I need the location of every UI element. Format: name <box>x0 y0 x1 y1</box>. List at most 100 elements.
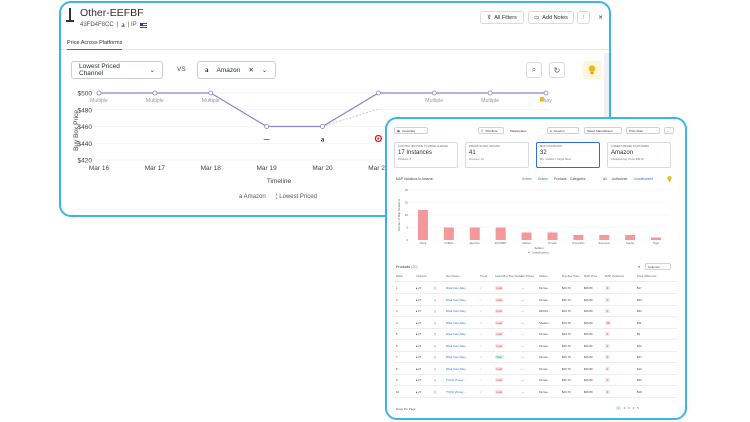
table-row[interactable]: 5 ▸ 27 ▯ Rival Cam Alley... ⟋ Lost ⋯ Kimwe... $2… <box>394 329 677 340</box>
toggle-unauthorized[interactable]: Unauthorized <box>634 177 653 181</box>
brand-select[interactable]: Select Manufacture <box>584 127 622 134</box>
seller-select[interactable]: a Amazon ✕ ⌄ <box>197 61 276 79</box>
bar[interactable] <box>417 210 428 240</box>
bar[interactable] <box>651 237 662 241</box>
cell-item-name[interactable]: Rival Cam Alley... <box>446 355 468 359</box>
price-filter-select[interactable]: Price Filter <box>626 127 660 134</box>
data-point[interactable] <box>264 124 270 129</box>
table-row[interactable]: 8 ▸ 27 ▯ Rival Cam Alley... ⟋ Lost ⋯ Kimwe... $2… <box>394 364 677 375</box>
remove-icon[interactable]: ✕ <box>248 67 254 74</box>
column-header[interactable]: List Prices <box>521 274 534 278</box>
cell-channel-count: ▸ 27 <box>416 332 422 336</box>
add-notes-button[interactable]: ▭ Add Notes <box>528 11 574 24</box>
bar[interactable] <box>521 232 532 241</box>
tab-price-across-platforms[interactable]: Price Across Platforms <box>67 40 123 50</box>
column-header[interactable]: Rank <box>396 274 403 278</box>
kpi-card-map-violations[interactable]: MAP Violations 32 Min. Violation: Target… <box>536 142 600 168</box>
kpi-card-lost-buybox[interactable]: Lost Buy Box Due to Price Change 17 Inst… <box>394 142 458 168</box>
cell-item-name[interactable]: Rival Cam Alley... <box>446 309 468 313</box>
cell-item-name[interactable]: Rival Cam Alley... <box>446 320 468 325</box>
all-filters-button[interactable]: ⊽ All Filters <box>480 11 524 24</box>
toggle-authorized[interactable]: Authorized <box>612 177 628 181</box>
columns-button[interactable]: Columns <box>645 263 671 270</box>
bar[interactable] <box>625 235 636 240</box>
table-row[interactable]: 1 ▸ 27 ▯ Rival Cam Alley... ⟋ Lost ⋯ Kimwe... $2… <box>394 283 677 294</box>
bar[interactable] <box>547 232 558 241</box>
table-row[interactable]: 9 ▸ 27 ▯ TOCO Vinney... ⟋ Lost ⋯ Kimwe... $29.79… <box>394 375 677 386</box>
toggle-categories[interactable]: Categories <box>570 177 586 181</box>
column-header[interactable]: Trend <box>480 274 488 278</box>
cell-buybox-price: $29.79 <box>562 297 571 302</box>
cell-item-name[interactable]: Rival Cam Alley... <box>446 297 468 302</box>
bar[interactable] <box>469 227 480 241</box>
table-row[interactable]: 7 ▸ 27 ▯ Rival Cam Alley... ⟋ Won ⋯ Kimwe... $29… <box>394 352 677 363</box>
kpi-card-stuck-prices[interactable]: Prices Stuck on Data 41 Products: 13 <box>465 142 529 168</box>
zoom-button[interactable]: ⌕ <box>526 62 542 78</box>
toggle-sellers[interactable]: Sellers <box>538 177 548 181</box>
cell-item-name[interactable]: Rival Cam Alley... <box>446 286 468 290</box>
column-header[interactable]: Buy Box Price <box>562 274 580 278</box>
table-row[interactable]: 2 ▸ 27 ▯ Rival Cam Alley... ⟋ Lost ⋯ Kimwe... $2… <box>394 295 677 306</box>
table-row[interactable]: 3 ▸ 27 ▯ Rival Cam Alley... ⟋ Lost ⋯ DZOAT... $2… <box>394 306 677 317</box>
column-header[interactable]: MAP Violations <box>605 274 624 278</box>
date-select[interactable]: ▦ Yesterday <box>394 127 428 134</box>
kpi-card-lowest-platform[interactable]: Lowest Priced Platforms Amazon Cheapest … <box>607 142 671 168</box>
page-number[interactable]: 1 <box>616 406 621 410</box>
bar[interactable] <box>443 227 454 241</box>
x-tick-label: Mar 16 <box>89 165 110 172</box>
bar[interactable] <box>599 235 610 240</box>
cell-item-name[interactable]: TOCO Vinney... <box>446 389 466 394</box>
data-point[interactable] <box>375 90 381 96</box>
legend-amazon[interactable]: a Amazon <box>239 194 266 200</box>
data-point[interactable] <box>152 90 158 96</box>
filters-button[interactable]: ⊽ All Filters <box>478 127 504 134</box>
amazon-select[interactable]: a Amazon <box>547 127 579 134</box>
column-header[interactable]: MAP Price <box>584 274 598 278</box>
page-number[interactable]: 2 <box>623 406 626 410</box>
toggle-products[interactable]: Products <box>554 177 567 181</box>
more-button[interactable]: ⋯ <box>664 127 674 134</box>
data-point[interactable] <box>487 90 493 96</box>
trend-sparkline-icon: ⟋ <box>480 320 482 325</box>
column-header[interactable]: Latest Buy Box Status <box>495 274 523 278</box>
insights-button[interactable] <box>583 61 601 79</box>
data-point[interactable] <box>96 90 102 96</box>
column-header[interactable]: Price difference <box>637 274 657 278</box>
search-icon[interactable]: ⌕ <box>638 264 641 269</box>
table-row[interactable]: 10 ▸ 27 ▯ TOCO Vinney... ⟋ Lost ⋯ Kimwe... $29.7… <box>394 387 677 398</box>
table-row[interactable]: 4 ▸ 27 ▯ Rival Cam Alley... ⟋ Lost ⋯ Sholaro...… <box>394 318 677 329</box>
legend-lowest-priced[interactable]: ¦ Lowest Priced <box>276 194 317 200</box>
table-row[interactable]: 6 ▸ 27 ▯ Rival Cam Alley... ⟋ Lost ⋯ Kimwe... $2… <box>394 341 677 352</box>
data-point[interactable] <box>208 90 214 96</box>
reset-button[interactable]: ↻ <box>549 62 565 78</box>
page-number[interactable]: 4 <box>632 406 635 410</box>
data-point[interactable] <box>543 90 549 96</box>
close-button[interactable]: ✕ <box>594 11 607 24</box>
cell-map-price: $29.80 <box>584 297 593 302</box>
bar[interactable] <box>495 227 506 241</box>
column-header[interactable]: Item Name <box>446 274 460 278</box>
column-header[interactable]: Sellers <box>539 274 548 278</box>
channel-select[interactable]: Lowest Priced Channel ⌄ <box>71 61 163 79</box>
trend-sparkline-icon: ⟋ <box>480 309 482 313</box>
toggle-all[interactable]: All <box>603 177 607 181</box>
page-number[interactable]: 5 <box>637 406 639 410</box>
data-point[interactable] <box>320 124 325 129</box>
page-number[interactable]: 3 <box>628 406 630 410</box>
trend-sparkline-icon: ⟋ <box>480 343 482 348</box>
data-point[interactable] <box>431 90 437 96</box>
more-button[interactable]: ⋮ <box>577 11 590 24</box>
cell-item-name[interactable]: TOCO Vinney... <box>446 378 466 382</box>
marketplace-select[interactable]: Marketplace <box>508 127 542 134</box>
toggle-sellers-label[interactable]: Sellers <box>522 177 532 181</box>
legend-unauthorized[interactable]: Unauthorized <box>532 251 549 255</box>
lightbulb-icon[interactable] <box>667 176 672 182</box>
bar[interactable] <box>573 235 584 240</box>
cell-item-name[interactable]: Rival Cam Alley... <box>446 366 468 371</box>
cell-item-name[interactable]: Rival Cam Alley... <box>446 343 468 348</box>
cell-item-name[interactable]: Rival Cam Alley... <box>446 332 468 336</box>
cell-buybox-price: $29.79 <box>562 389 571 394</box>
cell-rank: 7 <box>396 355 398 359</box>
x-tick-label: Marine <box>522 241 531 245</box>
column-header[interactable]: Channel <box>416 274 427 278</box>
